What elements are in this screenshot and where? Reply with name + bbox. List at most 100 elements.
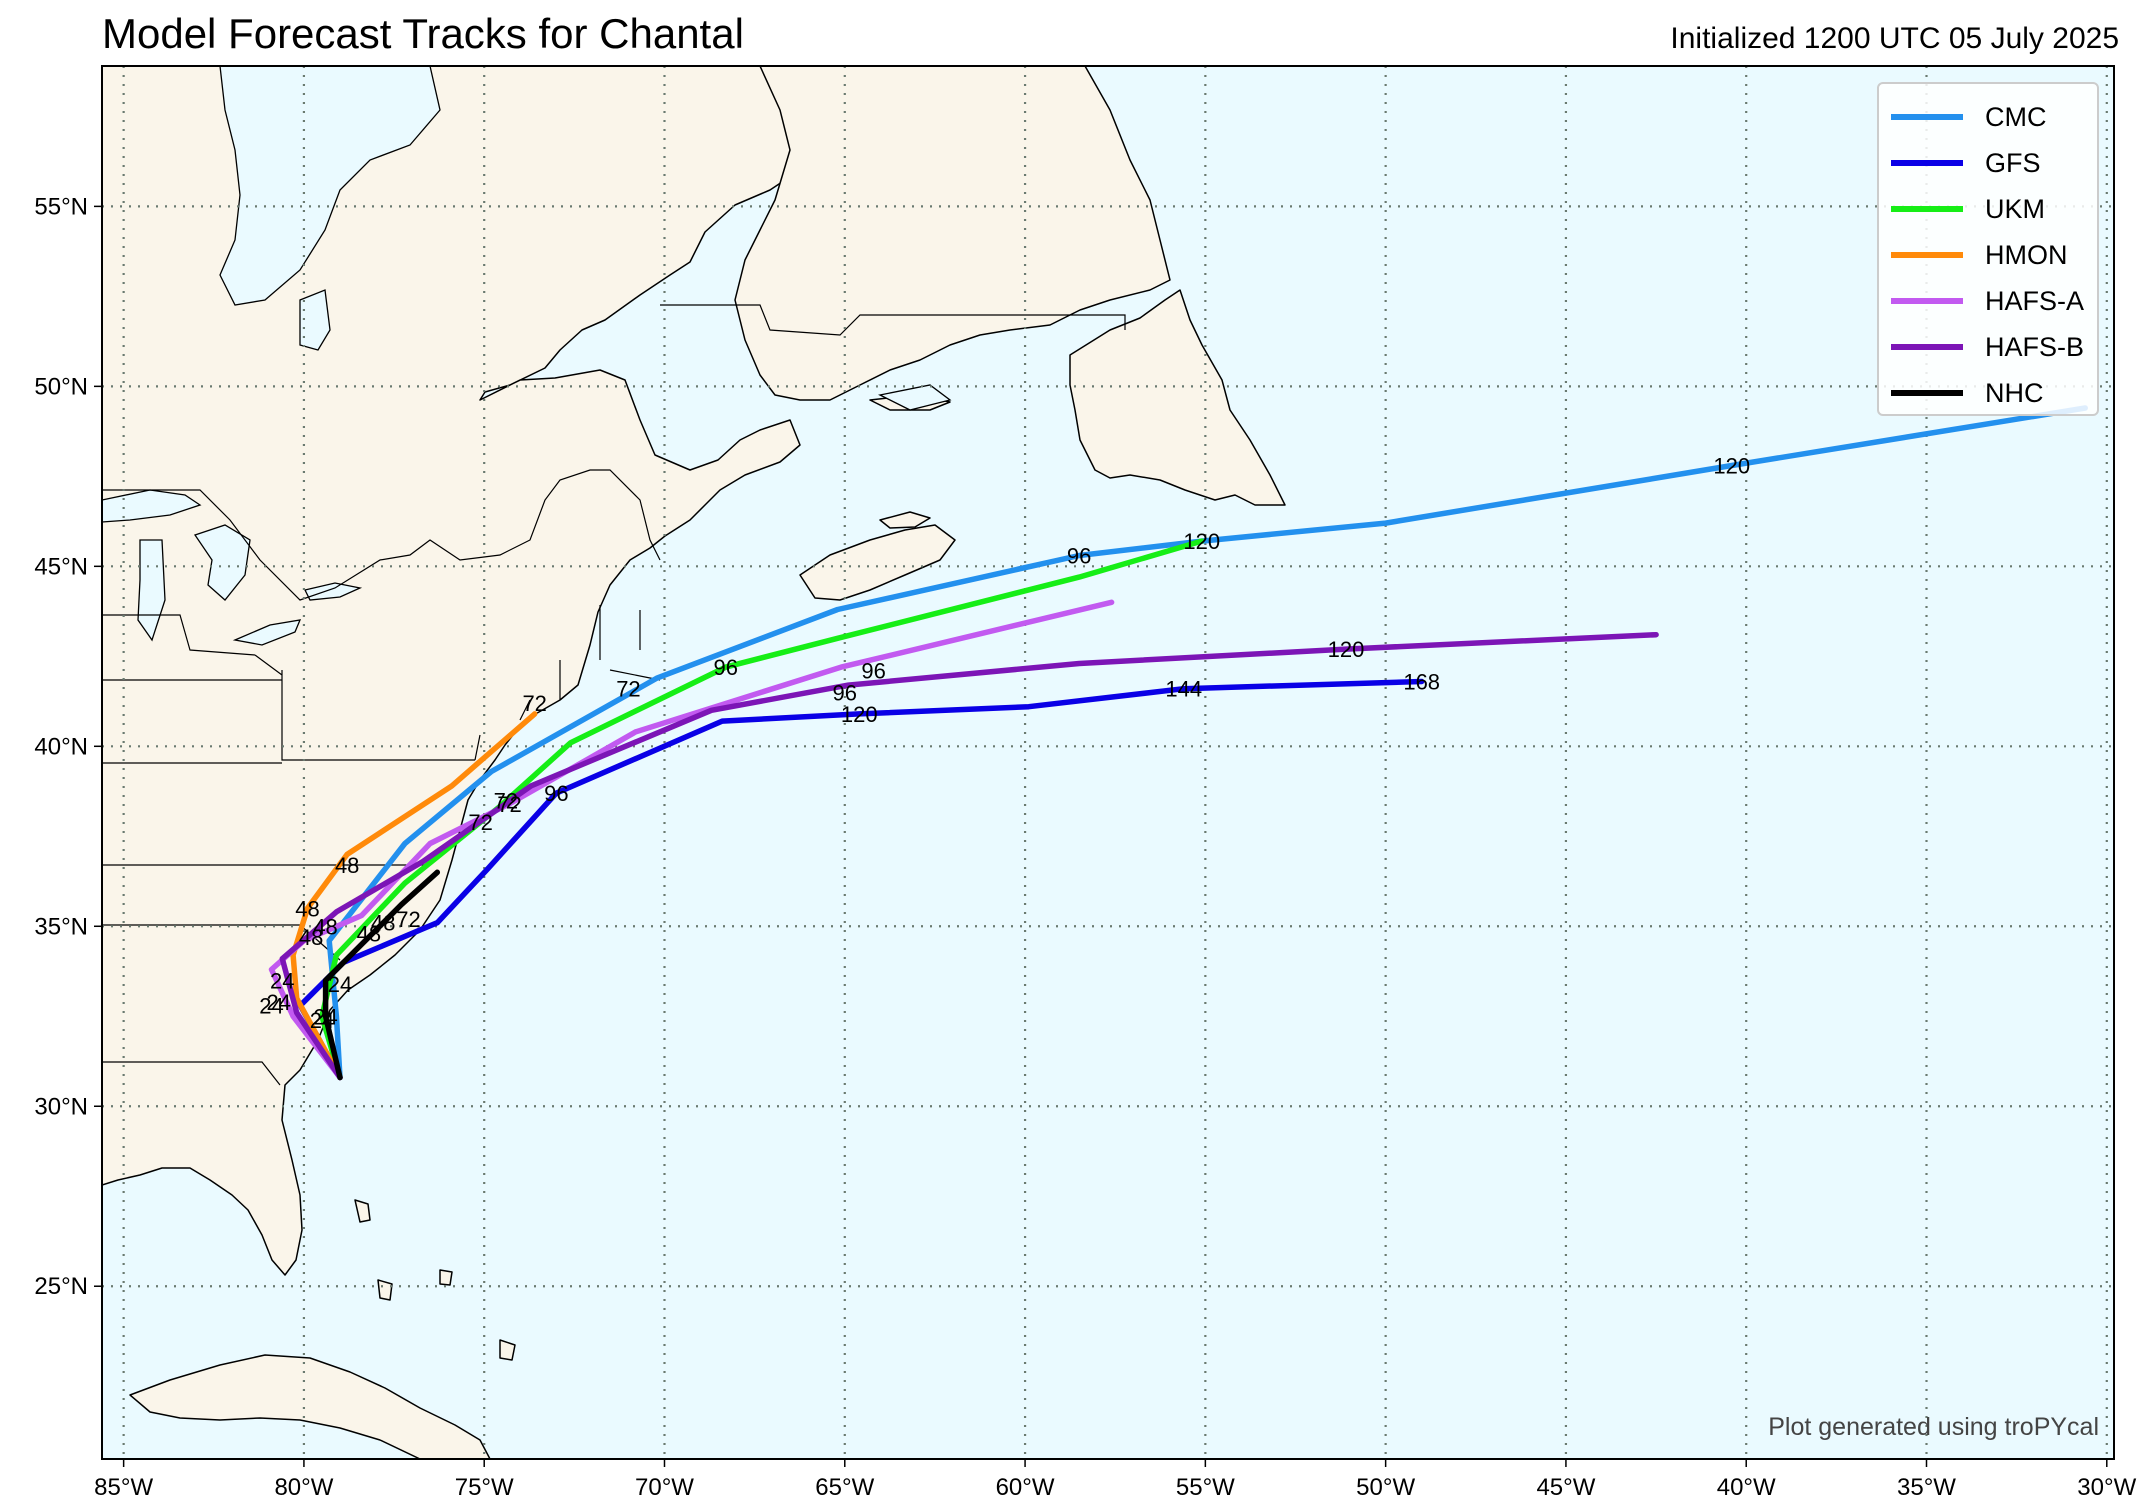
legend-label: UKM [1985, 193, 2045, 224]
hour-label-ukm: 72 [468, 810, 492, 835]
legend-item-ukm: UKM [1891, 186, 2045, 232]
lon-tick-label: 70°W [635, 1474, 694, 1501]
land-labrador [734, 66, 1171, 401]
legend-item-hmon: HMON [1891, 232, 2068, 278]
hour-label-hafs-a: 72 [497, 792, 521, 817]
legend-item-hafs-b: HAFS-B [1891, 324, 2084, 370]
hour-label-hmon: 48 [295, 896, 319, 921]
lake-erie [232, 619, 302, 646]
lon-tick-label: 65°W [815, 1474, 874, 1501]
lat-tick-label: 45°N [34, 553, 88, 580]
lake-huron [193, 524, 251, 601]
legend-swatch [1891, 298, 1963, 304]
legend-label: GFS [1985, 147, 2041, 178]
hour-label-ukm: 24 [310, 1008, 334, 1033]
legend-item-gfs: GFS [1891, 140, 2041, 186]
lat-tick-label: 35°N [34, 913, 88, 940]
hour-label-gfs: 96 [544, 781, 568, 806]
hour-label-gfs: 144 [1165, 677, 1202, 702]
lat-tick-label: 55°N [34, 193, 88, 220]
legend-swatch [1891, 252, 1963, 258]
legend-item-cmc: CMC [1891, 94, 2047, 140]
land-nova-scotia [799, 524, 956, 601]
init-time-label: Initialized 1200 UTC 05 July 2025 [1670, 22, 2119, 55]
track-nhc [322, 869, 441, 1081]
legend-swatch [1891, 160, 1963, 166]
lon-tick-label: 45°W [1536, 1474, 1595, 1501]
hour-label-gfs: 168 [1403, 670, 1440, 695]
land-north-america [102, 66, 801, 1276]
hour-label-cmc: 72 [616, 677, 640, 702]
legend-label: HMON [1985, 239, 2068, 270]
legend-swatch [1891, 390, 1963, 396]
legend-swatch [1891, 114, 1963, 120]
hour-label-cmc: 120 [1713, 454, 1750, 479]
hour-label-hafs-b: 120 [1328, 637, 1365, 662]
lake-superior [102, 489, 202, 523]
legend: CMC GFS UKM HMON HAFS-A HAFS-B NHC [1877, 82, 2099, 416]
hour-label-gfs: 72 [396, 907, 420, 932]
axis-ticks: 85°W 80°W 75°W 70°W 65°W 60°W 55°W 50°W 45°W 40°W… [34, 193, 2136, 1501]
plot-frame [101, 65, 2115, 1460]
lon-tick-label: 80°W [274, 1474, 333, 1501]
lon-tick-label: 30°W [2077, 1474, 2136, 1501]
hudson-bay [219, 66, 441, 306]
legend-swatch [1891, 344, 1963, 350]
legend-label: NHC [1985, 377, 2044, 408]
hour-label-hafs-b: 24 [266, 990, 290, 1015]
land-newfoundland [1069, 289, 1286, 506]
legend-label: HAFS-A [1985, 285, 2085, 316]
track-hafs-b [279, 631, 1659, 1081]
credit-text: Plot generated using troPYcal [1768, 1413, 2099, 1441]
gulf-st-lawrence-bay [878, 384, 952, 411]
hour-label-hmon: 24 [270, 968, 294, 993]
land-layer [102, 66, 1286, 1459]
lat-tick-label: 50°N [34, 373, 88, 400]
lat-tick-label: 40°N [34, 733, 88, 760]
track-hmon [290, 711, 538, 1081]
forecast-tracks [268, 405, 2088, 1081]
chart-title: Model Forecast Tracks for Chantal [102, 10, 744, 57]
quebec-labrador-border [660, 304, 1126, 336]
lon-tick-label: 40°W [1717, 1474, 1776, 1501]
land-cuba [129, 1354, 491, 1459]
hour-label-hafs-a: 48 [299, 925, 323, 950]
legend-label: HAFS-B [1985, 331, 2085, 362]
borders [102, 304, 1126, 1086]
hour-label-cmc: 96 [1067, 544, 1091, 569]
state-lines [102, 605, 661, 1086]
lon-tick-label: 55°W [1176, 1474, 1235, 1501]
james-bay [299, 289, 331, 351]
hour-label-hafs-b: 48 [313, 914, 337, 939]
hour-label-nhc: 48 [371, 911, 395, 936]
lon-tick-label: 35°W [1897, 1474, 1956, 1501]
hour-label-hafs-b: 96 [833, 680, 857, 705]
us-canada-border [102, 469, 661, 601]
land-pei [879, 511, 931, 529]
lon-tick-label: 75°W [455, 1474, 514, 1501]
hour-label-ukm: 96 [714, 655, 738, 680]
lake-ontario [304, 582, 363, 601]
hour-label-hafs-b: 72 [494, 788, 518, 813]
legend-swatch [1891, 206, 1963, 212]
hour-label-nhc: 24 [328, 972, 352, 997]
lat-tick-label: 25°N [34, 1273, 88, 1300]
hour-label-hmon: 72 [522, 691, 546, 716]
legend-item-hafs-a: HAFS-A [1891, 278, 2084, 324]
legend-item-nhc: NHC [1891, 370, 2044, 416]
hour-label-cmc: 120 [1183, 529, 1220, 554]
hour-label-hafs-a: 24 [259, 993, 283, 1018]
track-ukm [319, 538, 1205, 1081]
track-cmc [326, 405, 2088, 1081]
lon-tick-label: 85°W [94, 1474, 153, 1501]
hour-label-gfs: 120 [841, 702, 878, 727]
land-bahamas [354, 1199, 516, 1361]
hour-label-ukm: 48 [357, 921, 381, 946]
lon-tick-label: 60°W [996, 1474, 1055, 1501]
hour-label-hmon: 48 [335, 853, 359, 878]
hour-label-hafs-a: 96 [861, 659, 885, 684]
lon-tick-label: 50°W [1356, 1474, 1415, 1501]
lat-tick-label: 30°N [34, 1093, 88, 1120]
